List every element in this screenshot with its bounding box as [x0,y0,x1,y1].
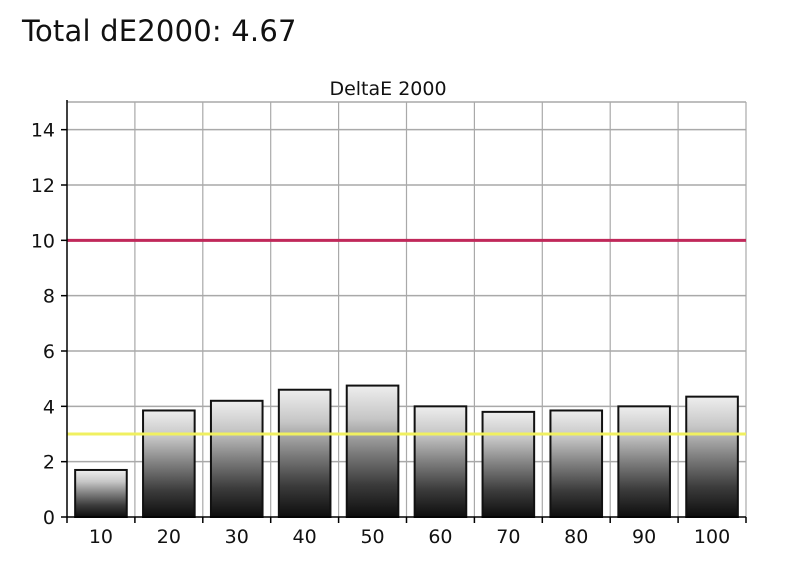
chart-title: DeltaE 2000 [329,78,446,100]
x-tick-label-80: 80 [564,526,588,548]
x-tick-label-40: 40 [293,526,317,548]
x-tick-label-50: 50 [360,526,384,548]
x-tick-label-90: 90 [632,526,656,548]
y-tick-label-10: 10 [31,230,55,252]
x-tick-label-100: 100 [694,526,730,548]
x-tick-label-10: 10 [89,526,113,548]
tick-labels: 0 2 4 6 8 10 12 14 10 20 30 40 50 60 70 80 90 100 [31,120,730,548]
reference-lines [67,238,746,436]
y-tick-label-0: 0 [43,507,55,529]
bar-40 [277,388,332,519]
bar-10 [74,468,128,519]
page-title: Total dE2000: 4.67 [22,14,297,48]
bar-70 [481,410,536,518]
bar-100 [685,395,739,518]
y-tick-label-6: 6 [43,341,55,363]
grid-lines [67,101,747,517]
y-tick-label-8: 8 [43,286,55,308]
y-tick-label-2: 2 [43,452,55,474]
bar-80 [549,409,604,519]
bar-60 [413,405,468,519]
y-tick-label-12: 12 [31,175,55,197]
y-tick-label-4: 4 [43,396,55,418]
x-tick-label-70: 70 [496,526,520,548]
x-tick-label-60: 60 [428,526,452,548]
x-tick-label-20: 20 [157,526,181,548]
bar-50 [345,384,400,519]
y-tick-label-14: 14 [31,120,55,142]
axes [61,100,747,523]
bar-90 [617,405,671,519]
x-tick-label-30: 30 [225,526,249,548]
bars [74,384,739,519]
bar-30 [209,399,264,518]
bar-20 [142,409,196,519]
